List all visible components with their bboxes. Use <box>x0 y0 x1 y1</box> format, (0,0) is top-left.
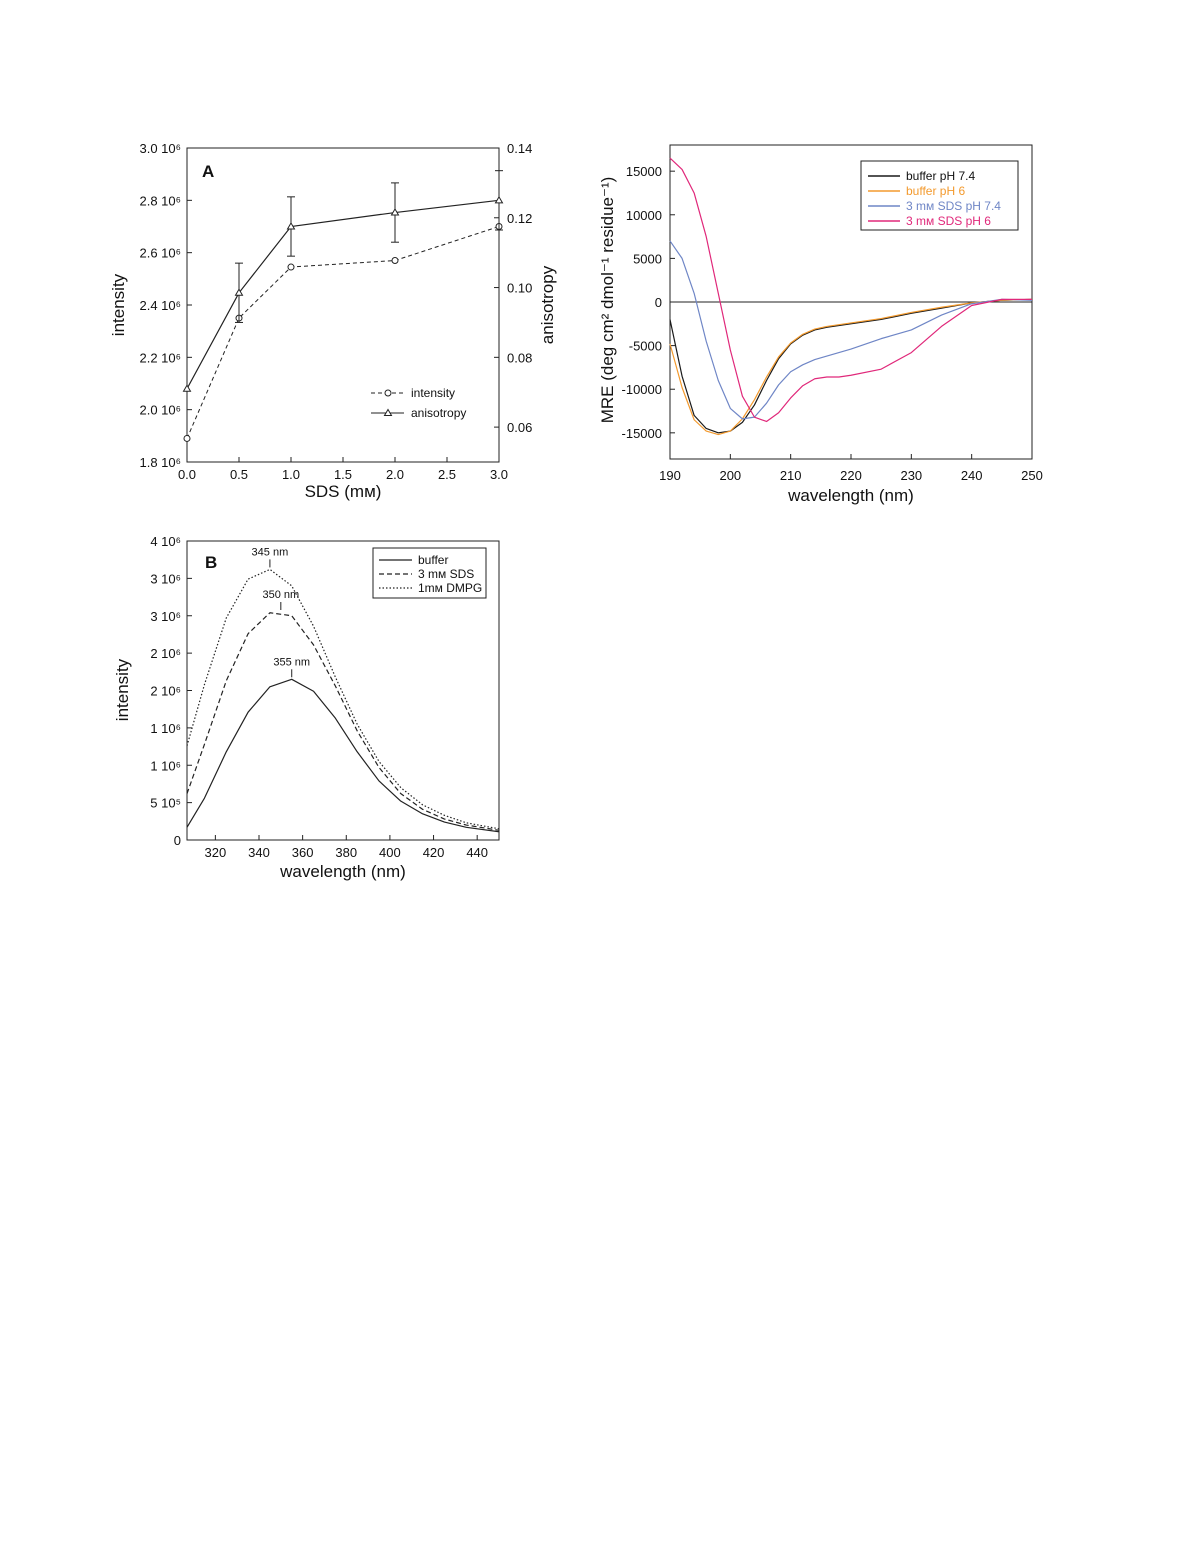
panel-a-right-tick-label: 0.12 <box>507 211 532 226</box>
cd-x-tick-label: 200 <box>719 468 741 483</box>
panel-b-y-tick-label: 4 10⁶ <box>150 534 181 549</box>
panel-b-y-tick-label: 3 10⁶ <box>150 609 181 624</box>
panel-a-x-axis-label: SDS (mм) <box>305 482 382 501</box>
dmpg-spectrum-line <box>186 568 500 830</box>
panel-a-x-tick-label: 2.0 <box>386 467 404 482</box>
panel-b-y-tick-label: 3 10⁶ <box>150 571 181 586</box>
panel-a-y-tick-label: 2.2 10⁶ <box>140 350 182 365</box>
panel-b-x-tick-label: 340 <box>248 845 270 860</box>
peak-label: 350 nm <box>262 589 299 601</box>
cd-y-tick-label: 15000 <box>626 164 662 179</box>
cd-legend-label: 3 mм SDS pH 6 <box>906 214 991 228</box>
anisotropy-point <box>286 222 296 230</box>
panel-a-legend: intensity anisotropy <box>371 386 466 420</box>
peak-label: 345 nm <box>252 546 289 558</box>
cd-x-tick-label: 210 <box>780 468 802 483</box>
panel-a-y-tick-label: 2.4 10⁶ <box>140 298 182 313</box>
panel-a-y-tick-label: 1.8 10⁶ <box>140 455 182 470</box>
panel-b-legend-box <box>372 547 487 599</box>
panel-b-y-tick-label: 2 10⁶ <box>150 684 181 699</box>
intensity-point <box>391 257 399 265</box>
panel-a-x-tick-label: 1.5 <box>334 467 352 482</box>
cd-x-axis-label: wavelength (nm) <box>787 486 914 505</box>
cd-legend-box <box>860 160 1019 231</box>
cd-spectrum-chart: 190 200 210 220 230 240 250 -15000 -10000 -5000 0… <box>598 144 1043 505</box>
legend-dmpg-label: 1mм DMPG <box>418 581 482 595</box>
panel-a-x-tick-label: 0.0 <box>178 467 196 482</box>
panel-b-y-tick-label: 1 10⁶ <box>150 721 181 736</box>
panel-b-x-tick-label: 440 <box>466 845 488 860</box>
legend-intensity-label: intensity <box>411 386 455 400</box>
panel-a-right-tick-label: 0.08 <box>507 350 532 365</box>
cd-legend-label: 3 mм SDS pH 7.4 <box>906 199 1001 213</box>
cd-sds-ph74-line <box>669 240 1033 420</box>
panel-b-y-tick-label: 1 10⁶ <box>150 758 181 773</box>
panel-b-legend: buffer 3 mм SDS 1mм DMPG <box>372 547 487 599</box>
panel-b-x-tick-label: 420 <box>423 845 445 860</box>
panel-a-chart: 0.0 0.5 1.0 1.5 2.0 2.5 3.0 1.8 10⁶ 2.0 10⁶ 2.2 … <box>109 141 557 501</box>
buffer-spectrum-line <box>186 678 500 833</box>
panel-a-right-axis-label: anisotropy <box>538 265 557 344</box>
panel-b-x-tick-label: 400 <box>379 845 401 860</box>
panel-b-x-tick-label: 380 <box>335 845 357 860</box>
legend-buffer-label: buffer <box>418 553 448 567</box>
cd-y-tick-label: -15000 <box>622 426 662 441</box>
panel-a-right-tick-label: 0.14 <box>507 141 532 156</box>
legend-sds-label: 3 mм SDS <box>418 567 474 581</box>
panel-a-label: A <box>202 162 214 181</box>
cd-x-tick-label: 220 <box>840 468 862 483</box>
cd-sds-ph6-line <box>669 157 1032 423</box>
panel-a-x-tick-label: 2.5 <box>438 467 456 482</box>
panel-b-y-tick-label: 2 10⁶ <box>150 646 181 661</box>
panel-b-x-tick-label: 320 <box>205 845 227 860</box>
legend-anisotropy-label: anisotropy <box>411 406 466 420</box>
cd-buffer-ph74-line <box>669 298 1033 434</box>
cd-legend-label: buffer pH 7.4 <box>906 169 975 183</box>
anisotropy-point <box>234 288 244 296</box>
panel-b-label: B <box>205 553 217 572</box>
intensity-point <box>287 263 295 271</box>
panel-b-chart: 320 340 360 380 400 420 440 0 5 10⁵ 1 10⁶ 1 10⁶ 2 … <box>113 534 500 881</box>
cd-y-axis-label: MRE (deg cm² dmol⁻¹ residue⁻¹) <box>598 177 617 424</box>
panel-a-y-tick-label: 2.0 10⁶ <box>140 403 182 418</box>
panel-a-right-tick-label: 0.06 <box>507 420 532 435</box>
intensity-point <box>183 434 191 442</box>
panel-a-x-tick-label: 3.0 <box>490 467 508 482</box>
panel-b-y-tick-label: 5 10⁵ <box>150 796 181 811</box>
anisotropy-point <box>182 384 192 392</box>
panel-a-x-tick-label: 1.0 <box>282 467 300 482</box>
cd-y-tick-label: 5000 <box>633 251 662 266</box>
panel-b-y-tick-label: 0 <box>174 833 181 848</box>
peak-label: 355 nm <box>273 656 310 668</box>
panel-a-y-axis-label: intensity <box>109 273 128 336</box>
anisotropy-point <box>390 208 400 216</box>
panel-b-x-axis-label: wavelength (nm) <box>279 862 406 881</box>
anisotropy-series-line <box>186 199 500 390</box>
cd-x-tick-label: 250 <box>1021 468 1043 483</box>
cd-buffer-ph6-line <box>669 298 1033 436</box>
cd-x-tick-label: 190 <box>659 468 681 483</box>
panel-b-y-axis-label: intensity <box>113 658 132 721</box>
cd-legend-label: buffer pH 6 <box>906 184 965 198</box>
cd-x-tick-label: 240 <box>961 468 983 483</box>
cd-y-tick-label: -10000 <box>622 382 662 397</box>
panel-a-y-tick-label: 3.0 10⁶ <box>140 141 182 156</box>
legend-anisotropy-marker <box>383 408 393 416</box>
sds-spectrum-line <box>186 612 500 831</box>
cd-y-tick-label: -5000 <box>629 339 662 354</box>
panel-b-x-tick-label: 360 <box>292 845 314 860</box>
panel-a-y-tick-label: 2.8 10⁶ <box>140 193 182 208</box>
panel-a-right-tick-label: 0.10 <box>507 281 532 296</box>
panel-a-y-tick-label: 2.6 10⁶ <box>140 246 182 261</box>
cd-y-tick-label: 10000 <box>626 208 662 223</box>
cd-y-tick-label: 0 <box>655 295 662 310</box>
legend-intensity-marker <box>384 389 392 397</box>
anisotropy-point <box>494 195 504 204</box>
panel-a-x-tick-label: 0.5 <box>230 467 248 482</box>
cd-x-tick-label: 230 <box>900 468 922 483</box>
